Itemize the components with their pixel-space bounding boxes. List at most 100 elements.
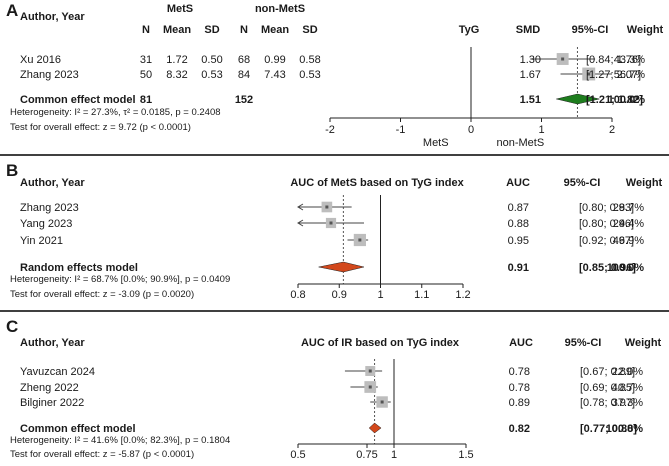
ci-arrow-left xyxy=(297,203,304,211)
ci-arrow-left xyxy=(297,219,304,227)
study-cell-3: 68 xyxy=(238,54,250,66)
header-study: Author, Year xyxy=(20,11,85,23)
header-col-4: Mean xyxy=(261,24,289,36)
study-point xyxy=(368,369,372,373)
x-axis-tick-label: 2 xyxy=(609,124,615,136)
header-ci: 95%-CI xyxy=(564,177,601,189)
x-axis-tick-label: 0.75 xyxy=(356,449,377,461)
pooled-weight: 100.0% xyxy=(608,94,646,106)
study-name: Xu 2016 xyxy=(20,54,61,66)
x-axis-tick-label: 0 xyxy=(468,124,474,136)
header-study: Author, Year xyxy=(20,177,85,189)
x-axis-tick-label: 1 xyxy=(538,124,544,136)
direction-label-right: non-MetS xyxy=(496,137,544,149)
x-axis-tick-label: 0.5 xyxy=(290,449,305,461)
study-cell-0: 50 xyxy=(140,69,152,81)
study-ci: [0.84; 1.76] xyxy=(586,54,641,66)
study-estimate: 1.67 xyxy=(520,69,541,81)
study-name: Zhang 2023 xyxy=(20,69,79,81)
header-effect: AUC xyxy=(506,177,530,189)
pooled-name: Common effect model xyxy=(20,94,136,106)
plot-title: AUC of MetS based on TyG index xyxy=(290,177,464,189)
x-axis-tick-label: 1 xyxy=(391,449,397,461)
study-point xyxy=(561,57,565,61)
study-weight: 24.4% xyxy=(613,218,644,230)
pooled-name: Common effect model xyxy=(20,423,136,435)
study-cell-2: 0.50 xyxy=(201,54,222,66)
study-cell-5: 0.53 xyxy=(299,69,320,81)
study-estimate: 0.87 xyxy=(508,202,529,214)
study-ci: [1.27; 2.07] xyxy=(586,69,641,81)
pooled-n-mets: 81 xyxy=(140,94,152,106)
header-study: Author, Year xyxy=(20,337,85,349)
study-point xyxy=(358,238,362,242)
x-axis-tick-label: 1 xyxy=(377,289,383,301)
study-cell-1: 1.72 xyxy=(166,54,187,66)
pooled-name: Random effects model xyxy=(20,262,138,274)
study-estimate: 0.95 xyxy=(508,235,529,247)
study-weight: 37.3% xyxy=(612,397,643,409)
study-weight: 46.9% xyxy=(613,235,644,247)
header-group-mets: MetS xyxy=(167,3,193,15)
x-axis-tick-label: 0.9 xyxy=(332,289,347,301)
study-name: Yavuzcan 2024 xyxy=(20,366,95,378)
study-weight: 28.7% xyxy=(613,202,644,214)
overall-effect-text: Test for overall effect: z = -3.09 (p = … xyxy=(10,289,194,300)
study-estimate: 0.89 xyxy=(509,397,530,409)
study-weight: 56.7% xyxy=(614,69,645,81)
header-ci: 95%-CI xyxy=(565,337,602,349)
pooled-diamond xyxy=(556,93,600,105)
plot-title: AUC of IR based on TyG index xyxy=(301,337,460,349)
pooled-diamond xyxy=(318,261,365,273)
study-point xyxy=(329,221,333,225)
header-weight: Weight xyxy=(627,24,664,36)
study-ci: [0.69; 0.85] xyxy=(580,382,635,394)
panel-label: A xyxy=(6,1,18,20)
direction-label-left: MetS xyxy=(423,137,449,149)
study-ci: [0.80; 0.93] xyxy=(579,202,634,214)
study-estimate: 0.78 xyxy=(509,366,530,378)
study-name: Zhang 2023 xyxy=(20,202,79,214)
pooled-n-non-mets: 152 xyxy=(235,94,253,106)
panel-label: B xyxy=(6,161,18,180)
pooled-ci: [1.21; 1.82] xyxy=(586,94,643,106)
header-effect: AUC xyxy=(509,337,533,349)
pooled-weight: 100.0% xyxy=(606,423,644,435)
heterogeneity-text: Heterogeneity: I² = 41.6% [0.0%; 82.3%],… xyxy=(10,435,230,446)
x-axis-tick-label: 1.1 xyxy=(414,289,429,301)
heterogeneity-text: Heterogeneity: I² = 27.3%, τ² = 0.0185, … xyxy=(10,107,221,118)
x-axis-tick-label: -2 xyxy=(325,124,335,136)
x-axis-tick-label: 1.5 xyxy=(458,449,473,461)
header-group-non-mets: non-MetS xyxy=(255,3,305,15)
pooled-diamond xyxy=(368,422,382,434)
study-cell-3: 84 xyxy=(238,69,250,81)
header-col-0: N xyxy=(142,24,150,36)
study-estimate: 0.78 xyxy=(509,382,530,394)
x-axis-tick-label: 0.8 xyxy=(290,289,305,301)
pooled-estimate: 0.91 xyxy=(508,262,529,274)
header-weight: Weight xyxy=(626,177,663,189)
study-name: Yang 2023 xyxy=(20,218,72,230)
pooled-ci: [0.77; 0.88] xyxy=(580,423,637,435)
study-ci: [0.92; 0.97] xyxy=(579,235,634,247)
pooled-weight: 100.0% xyxy=(607,262,645,274)
study-cell-5: 0.58 xyxy=(299,54,320,66)
header-col-5: SD xyxy=(302,24,317,36)
header-col-1: Mean xyxy=(163,24,191,36)
study-name: Zheng 2022 xyxy=(20,382,79,394)
study-weight: 22.0% xyxy=(612,366,643,378)
header-col-2: SD xyxy=(204,24,219,36)
x-axis-tick-label: 1.2 xyxy=(455,289,470,301)
study-cell-4: 0.99 xyxy=(264,54,285,66)
study-estimate: 0.88 xyxy=(508,218,529,230)
header-col-3: N xyxy=(240,24,248,36)
overall-effect-text: Test for overall effect: z = -5.87 (p < … xyxy=(10,449,194,460)
header-ci: 95%-CI xyxy=(572,24,609,36)
header-weight: Weight xyxy=(625,337,662,349)
pooled-estimate: 0.82 xyxy=(509,423,530,435)
x-axis-tick-label: -1 xyxy=(396,124,406,136)
study-ci: [0.67; 0.89] xyxy=(580,366,635,378)
study-point xyxy=(380,400,384,404)
study-ci: [0.78; 0.97] xyxy=(580,397,635,409)
